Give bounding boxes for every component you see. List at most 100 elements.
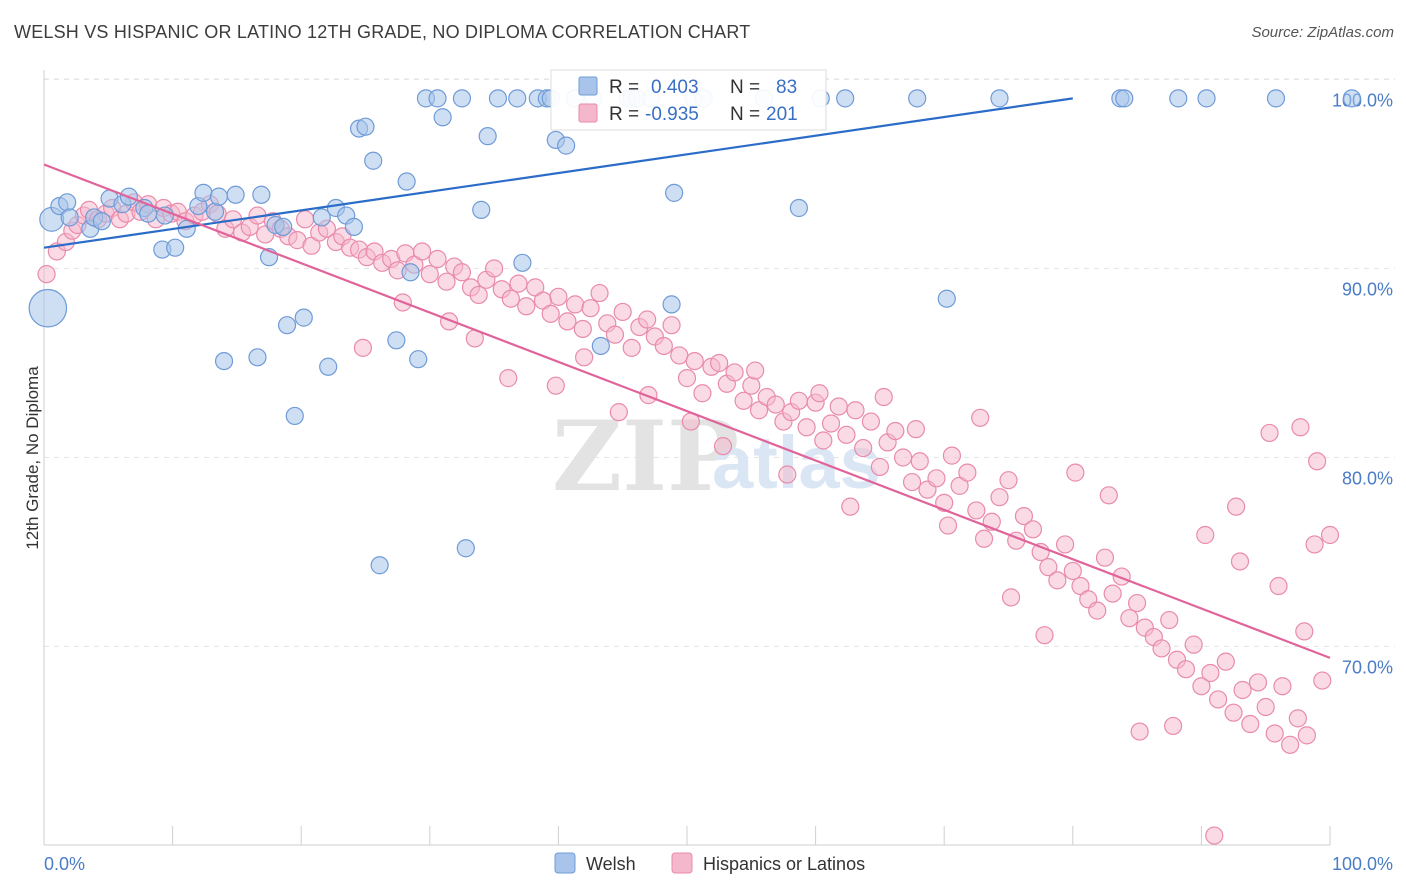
hisp-point [846,401,865,420]
hisp-point [677,369,697,388]
welsh-point [285,406,304,426]
hisp-point [1063,561,1082,581]
hisp-point [541,304,560,323]
welsh-point [836,89,855,108]
hisp-point [1230,552,1250,571]
hisp-point [1001,588,1021,607]
welsh-point [370,556,389,575]
welsh-point [274,217,293,236]
hisp-point [654,336,673,356]
hisp-point [1201,663,1220,683]
legend-hisp-n-value: 201 [766,104,798,125]
hisp-point [590,283,609,303]
hisp-point [797,418,816,437]
welsh-point [591,336,610,356]
hisp-point [1233,680,1252,700]
welsh-point [364,151,383,170]
legend-swatch-welsh [578,76,598,96]
welsh-point [205,202,225,221]
hisp-point [509,274,528,293]
series-legend: Welsh Hispanics or Latinos [554,852,865,874]
welsh-point [155,206,174,225]
y-axis-label: 12th Grade, No Diploma [23,366,42,550]
legend-hisp-r-value: -0.935 [645,104,699,125]
welsh-point [277,316,297,335]
bottom-legend-welsh: Welsh [586,854,636,874]
hisp-point [37,265,56,284]
welsh-point [356,117,375,136]
hisp-point [725,363,744,382]
correlation-legend: R = 0.403 N = 83 R = -0.935 N = 201 [550,69,827,131]
welsh-point [452,89,472,108]
welsh-point [312,208,331,227]
hisp-point [670,346,689,365]
legend-welsh-r-label: R = [609,77,639,98]
hisp-point [1273,677,1292,696]
hisp-point [412,242,432,261]
hisp-point [789,391,808,410]
welsh-point [937,289,956,308]
hisp-point [1088,601,1107,620]
welsh-point [409,350,428,369]
legend-welsh-n-label: N = [730,77,760,98]
hisp-point [1265,724,1284,743]
welsh-point [665,183,684,202]
x-tick-label-max: 100.0% [1332,854,1393,874]
hisp-point [1035,626,1054,645]
hisp-point [638,310,657,329]
welsh-point [662,295,681,314]
hisp-point [1209,690,1228,709]
welsh-point [472,200,491,219]
welsh-point [478,127,497,146]
welsh-point [194,183,213,202]
welsh-point [209,187,228,206]
hisp-point [874,387,893,407]
welsh-point [387,331,406,350]
legend-hisp-r-label: R = [609,104,639,125]
hisp-point [1066,463,1085,482]
welsh-point [456,539,475,558]
hisp-point [639,386,658,405]
hisp-point [854,438,873,458]
hisp-point [1260,423,1279,443]
welsh-point [508,89,527,108]
welsh-point [60,208,79,227]
bottom-legend-hisp: Hispanics or Latinos [703,854,865,874]
welsh-point [557,136,576,155]
hisp-point [353,338,373,357]
hisp-point [1269,576,1288,596]
y-tick-label: 80.0% [1342,468,1393,488]
welsh-point [226,185,245,204]
hisp-point [609,403,628,422]
hisp-point [575,348,594,367]
x-tick-label-min: 0.0% [44,854,85,874]
y-tick-labels: 100.0% 90.0% 80.0% 70.0% [1332,90,1393,677]
hisp-point [1305,535,1324,554]
hisp-point [1248,673,1268,692]
hisp-point [902,472,922,492]
hisp-point [713,437,733,456]
y-tick-label: 70.0% [1342,657,1393,677]
hisp-point [1152,639,1171,658]
welsh-point [214,351,234,371]
hisp-point [1039,558,1058,577]
hisp-trend-line [43,163,1331,659]
welsh-point [990,89,1009,108]
hisp-point [1099,486,1118,505]
hisp-point [517,297,536,316]
hisp-point [1281,735,1300,754]
welsh-point [401,263,420,282]
welsh-point [1169,89,1188,108]
hisp-point [906,420,926,439]
legend-welsh-n-value: 83 [776,77,797,98]
hisp-point [1055,535,1075,554]
hisp-point [746,361,765,380]
hisp-point [558,312,577,331]
hisp-point [1160,610,1179,630]
hisp-point [927,469,946,488]
hisp-point [1256,697,1275,717]
hisp-point [581,299,600,318]
welsh-point [58,193,77,212]
welsh-point [397,172,416,191]
hisp-point [1127,593,1147,613]
